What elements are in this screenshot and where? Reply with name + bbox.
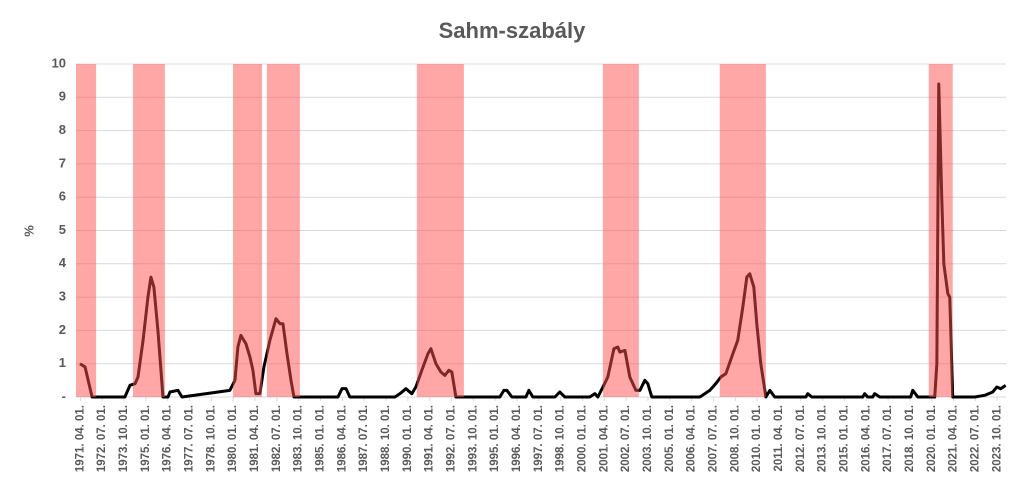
x-tick-label: 2012. 07. 01. xyxy=(795,405,807,472)
x-tick-label: 1980. 01. 01. xyxy=(227,405,239,472)
x-tick-label: 1981. 04. 01. xyxy=(249,405,261,472)
x-tick-label: 2006. 04. 01. xyxy=(686,405,698,472)
x-tick-label: 2003. 10. 01. xyxy=(642,405,654,472)
x-tick-label: 1986. 04. 01. xyxy=(336,405,348,472)
x-tick-label: 1983. 10. 01. xyxy=(293,405,305,472)
x-tick-label: 2010. 01. 01. xyxy=(751,405,763,472)
recession-band xyxy=(602,64,639,397)
x-tick-label: 1977. 07. 01. xyxy=(184,405,196,472)
x-tick-label: 1975. 01. 01. xyxy=(140,405,152,472)
x-tick-label: 1973. 10. 01. xyxy=(118,405,130,472)
y-tick-label: 10 xyxy=(52,55,66,70)
x-tick-label: 1996. 04. 01. xyxy=(511,405,523,472)
recession-band xyxy=(928,64,953,397)
recession-band xyxy=(719,64,766,397)
x-tick-label: 1991. 04. 01. xyxy=(424,405,436,472)
y-tick-label: 4 xyxy=(59,255,67,270)
y-tick-label: 3 xyxy=(59,289,66,304)
x-tick-label: 2020. 01. 01. xyxy=(926,405,938,472)
x-tick-label: 2017. 07. 01. xyxy=(882,405,894,472)
x-tick-label: 1985. 01. 01. xyxy=(315,405,327,472)
x-tick-label: 2018. 10. 01. xyxy=(904,405,916,472)
recession-band xyxy=(416,64,464,397)
x-tick-label: 1988. 10. 01. xyxy=(380,405,392,472)
x-tick-label: 1976. 04. 01. xyxy=(162,405,174,472)
x-tick-label: 2016. 04. 01. xyxy=(860,405,872,472)
x-tick-label: 2015. 01. 01. xyxy=(838,405,850,472)
x-tick-label: 1997. 07. 01. xyxy=(533,405,545,472)
x-tick-label: 1987. 07. 01. xyxy=(358,405,370,472)
x-tick-label: 1982. 07. 01. xyxy=(271,405,283,472)
x-tick-label: 1992. 07. 01. xyxy=(446,405,458,472)
x-tick-label: 1972. 07. 01. xyxy=(96,405,108,472)
y-tick-label: 2 xyxy=(59,322,66,337)
y-tick-label: 7 xyxy=(59,155,66,170)
y-tick-label: 9 xyxy=(59,89,66,104)
x-tick-label: 1998. 10. 01. xyxy=(555,405,567,472)
x-tick-label: 2008. 10. 01. xyxy=(729,405,741,472)
x-tick-label: 2005. 01. 01. xyxy=(664,405,676,472)
recession-band xyxy=(132,64,165,397)
x-tick-label: 1978. 10. 01. xyxy=(205,405,217,472)
y-tick-label: 5 xyxy=(59,222,66,237)
recession-band xyxy=(76,64,97,397)
x-tick-label: 2011. 04. 01. xyxy=(773,405,785,472)
x-tick-label: 2000. 01. 01. xyxy=(577,405,589,472)
y-tick-label: - xyxy=(62,388,66,403)
x-tick-label: 1990. 01. 01. xyxy=(402,405,414,472)
x-tick-label: 1995. 01. 01. xyxy=(489,405,501,472)
y-tick-label: 1 xyxy=(59,355,66,370)
x-tick-label: 2007. 07. 01. xyxy=(707,405,719,472)
recession-band xyxy=(233,64,262,397)
x-tick-label: 2023. 10. 01. xyxy=(991,405,1003,472)
chart-title: Sahm-szabály xyxy=(439,18,586,43)
y-tick-label: 6 xyxy=(59,189,66,204)
y-tick-label: 8 xyxy=(59,122,66,137)
x-tick-label: 2022. 07. 01. xyxy=(969,405,981,472)
x-tick-label: 2021. 04. 01. xyxy=(948,405,960,472)
x-tick-label: 2002. 07. 01. xyxy=(620,405,632,472)
x-tick-label: 1993. 10. 01. xyxy=(467,405,479,472)
x-tick-label: 2013. 10. 01. xyxy=(817,405,829,472)
x-tick-label: 1971. 04. 01. xyxy=(74,405,86,472)
x-tick-label: 2001. 04. 01. xyxy=(598,405,610,472)
y-axis-label: % xyxy=(21,225,36,237)
recession-band xyxy=(266,64,300,397)
